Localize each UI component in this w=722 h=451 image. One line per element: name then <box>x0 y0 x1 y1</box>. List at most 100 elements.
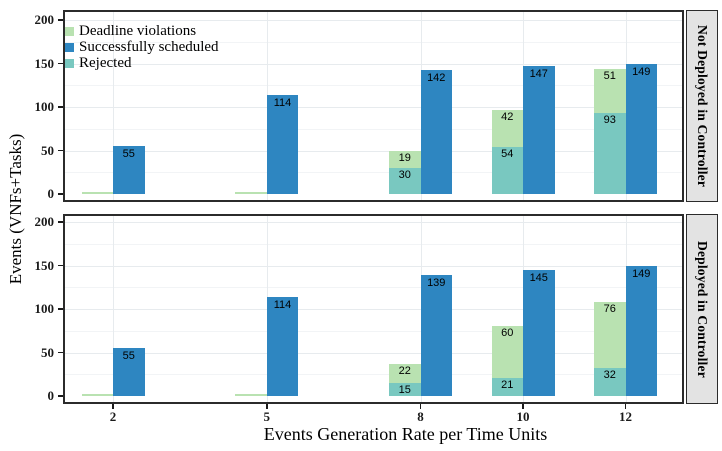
bar-value-label: 60 <box>501 326 514 339</box>
bar-segment-successfully-scheduled <box>523 269 555 396</box>
legend: Deadline violations Successfully schedule… <box>65 23 219 71</box>
bar-value-label: 54 <box>501 148 514 161</box>
legend-row: Successfully scheduled <box>65 39 219 55</box>
y-tick-label: 0 <box>47 186 55 201</box>
bar-value-label: 147 <box>529 68 548 81</box>
bar-value-label: 142 <box>427 72 446 85</box>
facet-strip-top: Not Deployed in Controller <box>686 10 718 202</box>
facet-strip-top-label: Not Deployed in Controller <box>695 24 710 188</box>
y-tick-mark <box>58 106 63 108</box>
bar-segment-deadline-violations <box>389 151 421 168</box>
facet-strip-bottom: Deployed in Controller <box>686 214 718 404</box>
gridline-horizontal <box>65 85 682 87</box>
zero-stack-sliver <box>235 394 267 396</box>
bar-segment-successfully-scheduled <box>113 348 145 396</box>
x-tick-mark <box>112 404 114 409</box>
bar-segment-successfully-scheduled <box>625 266 657 396</box>
bar-value-label: 139 <box>427 277 446 290</box>
gridline-horizontal <box>65 128 682 130</box>
panel-deployed: 55 114 15 22 139 21 60 145 32 76 149 <box>63 214 684 404</box>
y-tick-mark <box>58 308 63 310</box>
y-tick-label: 100 <box>34 99 55 114</box>
legend-swatch-icon <box>65 42 74 52</box>
bar-segment-deadline-violations <box>389 363 421 383</box>
gridline-horizontal <box>65 107 682 108</box>
bar-segment-rejected <box>594 368 626 396</box>
gridline-horizontal <box>65 63 682 65</box>
y-tick-mark <box>58 149 63 152</box>
y-tick-label: 150 <box>34 55 55 71</box>
bar-value-label: 114 <box>273 96 292 109</box>
gridline-horizontal <box>65 265 682 267</box>
x-tick-mark <box>624 404 627 409</box>
bar-segment-rejected <box>389 382 421 396</box>
y-tick-label: 50 <box>41 344 54 360</box>
bar-value-label: 93 <box>603 114 616 127</box>
y-tick-mark <box>58 221 63 223</box>
bar-segment-successfully-scheduled <box>266 296 299 396</box>
bar-value-label: 42 <box>501 111 514 124</box>
x-tick-label: 10 <box>516 409 530 424</box>
y-tick-mark <box>58 351 63 354</box>
bar-segment-rejected <box>594 113 626 194</box>
gridline-horizontal <box>65 20 682 21</box>
bar-value-label: 114 <box>273 298 292 311</box>
x-tick-label: 5 <box>263 409 271 424</box>
legend-label: Successfully scheduled <box>79 39 219 55</box>
bar-segment-rejected <box>389 167 421 194</box>
legend-row: Rejected <box>65 55 219 71</box>
y-tick-label: 100 <box>34 301 55 316</box>
zero-stack-sliver <box>235 192 267 194</box>
bar-segment-successfully-scheduled <box>420 70 452 194</box>
x-tick-label: 8 <box>417 409 424 424</box>
y-tick-mark <box>58 264 63 267</box>
bar-value-label: 32 <box>603 369 616 382</box>
bar-segment-rejected <box>491 377 523 396</box>
bar-segment-successfully-scheduled <box>625 64 657 194</box>
bar-value-label: 30 <box>398 168 411 181</box>
zero-stack-sliver <box>81 394 113 396</box>
bar-segment-successfully-scheduled <box>266 94 299 194</box>
y-tick-label: 50 <box>41 142 54 158</box>
bar-value-label: 19 <box>398 152 411 165</box>
gridline-horizontal <box>65 309 682 310</box>
gridline-vertical <box>113 12 114 200</box>
bar-value-label: 21 <box>501 378 514 391</box>
y-tick-mark <box>58 19 63 21</box>
bar-segment-deadline-violations <box>491 325 523 378</box>
x-tick-label: 12 <box>619 409 632 424</box>
x-tick-mark <box>419 404 422 409</box>
gridline-horizontal <box>65 172 682 174</box>
y-tick-label: 150 <box>34 257 55 273</box>
legend-label: Deadline violations <box>79 23 197 39</box>
bar-value-label: 145 <box>529 271 548 284</box>
y-tick-mark <box>58 62 63 65</box>
bar-segment-successfully-scheduled <box>420 275 452 396</box>
gridline-horizontal <box>65 150 682 152</box>
zero-stack-sliver <box>81 192 113 194</box>
x-tick-mark <box>522 404 524 409</box>
gridline-horizontal <box>65 352 682 354</box>
gridline-vertical <box>113 216 114 402</box>
gridline-horizontal <box>65 41 682 43</box>
bar-segment-rejected <box>491 147 523 194</box>
x-tick-label: 2 <box>109 409 117 424</box>
bar-value-label: 55 <box>122 350 135 363</box>
legend-label: Rejected <box>79 55 132 71</box>
bar-segment-successfully-scheduled <box>113 146 145 194</box>
y-tick-mark <box>58 395 63 397</box>
bar-value-label: 149 <box>632 268 651 281</box>
bar-value-label: 76 <box>603 303 616 316</box>
legend-swatch-icon <box>65 58 74 68</box>
bar-value-label: 51 <box>603 69 616 82</box>
bar-segment-deadline-violations <box>594 302 626 369</box>
gridline-horizontal <box>65 330 682 332</box>
legend-row: Deadline violations <box>65 23 219 39</box>
legend-swatch-icon <box>65 26 74 36</box>
x-tick-mark <box>266 404 268 409</box>
gridline-horizontal <box>65 243 682 245</box>
bar-value-label: 55 <box>122 148 135 161</box>
facet-strip-bottom-label: Deployed in Controller <box>695 240 710 378</box>
y-tick-label: 200 <box>34 214 55 229</box>
